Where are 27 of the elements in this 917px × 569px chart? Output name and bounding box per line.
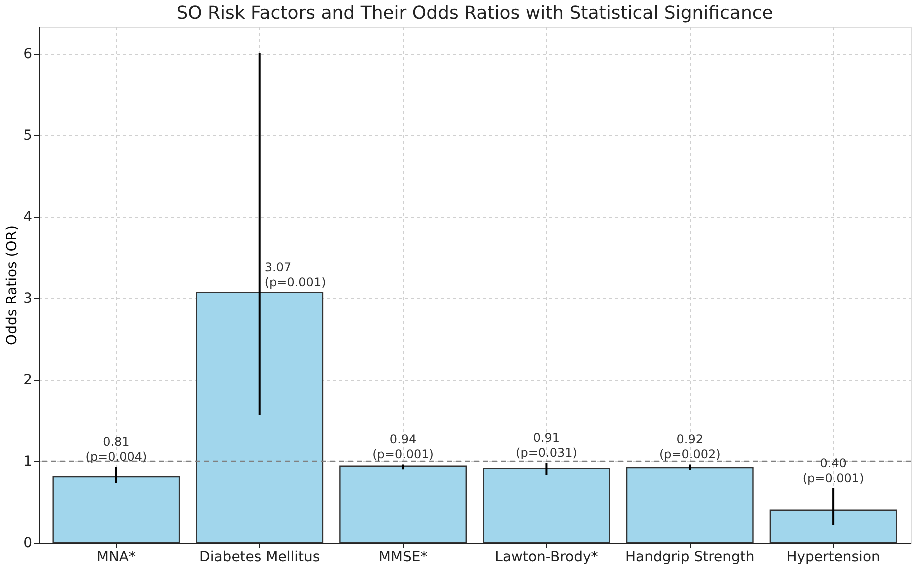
y-axis-title: Odds Ratios (OR) — [4, 226, 21, 346]
y-tick-label: 2 — [24, 372, 32, 388]
data-label: 3.07 (p=0.001) — [264, 260, 326, 290]
bar — [483, 468, 610, 544]
bar — [770, 510, 898, 544]
data-label: 0.91 (p=0.031) — [516, 431, 578, 460]
bar — [626, 467, 754, 544]
x-tick-label: MMSE* — [378, 550, 428, 566]
data-label: 0.94 (p=0.001) — [372, 432, 434, 462]
x-tick-label: MNA* — [96, 550, 136, 566]
y-tick-label: 0 — [24, 536, 32, 552]
chart-title: SO Risk Factors and Their Odds Ratios with Statistical Significance — [176, 3, 774, 24]
bar — [52, 476, 180, 544]
y-tick-label: 6 — [24, 46, 33, 62]
y-tick-label: 1 — [24, 454, 32, 470]
bar — [196, 292, 324, 544]
data-label: 0.81 (p=0.004) — [86, 435, 148, 464]
y-tick-label: 4 — [24, 209, 33, 226]
bar — [340, 466, 467, 544]
y-tick-label: 3 — [24, 290, 32, 307]
data-label: 0.40 (p=0.001) — [802, 456, 864, 486]
x-tick-label: Handgrip Strength — [625, 550, 755, 566]
y-tick-label: 5 — [24, 128, 32, 144]
x-tick-label: Lawton-Brody* — [495, 550, 598, 566]
x-tick-label: Hypertension — [786, 550, 880, 566]
x-tick-label: Diabetes Mellitus — [200, 550, 320, 566]
data-label: 0.92 (p=0.002) — [659, 432, 721, 462]
